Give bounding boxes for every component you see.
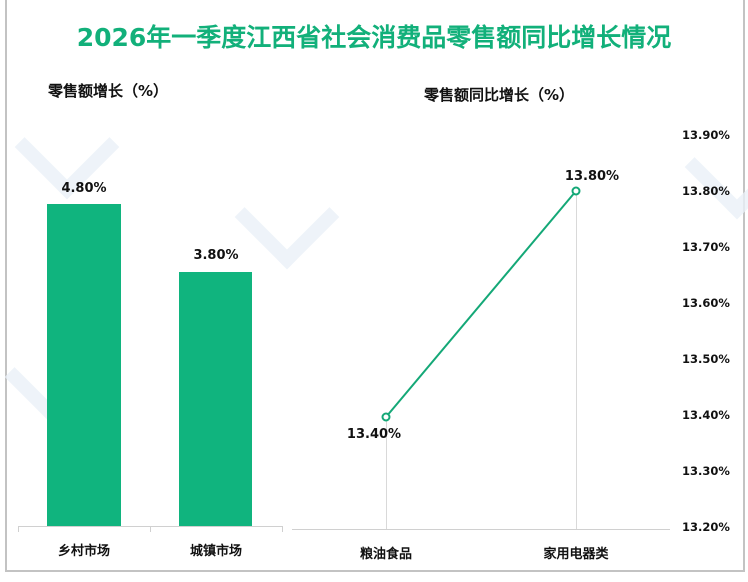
value-label-grain-oil: 13.40% bbox=[346, 427, 402, 442]
y-tick-13-90: 13.90% bbox=[682, 128, 730, 142]
y-tick-13-80: 13.80% bbox=[682, 184, 730, 198]
x-label-appliances: 家用电器类 bbox=[543, 547, 609, 562]
chart-frame bbox=[5, 0, 745, 572]
value-label-urban: 3.80% bbox=[193, 248, 239, 263]
x-label-urban-market: 城镇市场 bbox=[189, 544, 242, 559]
y-tick-13-20: 13.20% bbox=[682, 520, 730, 534]
right-chart-subtitle: 零售额同比增长（%） bbox=[424, 86, 575, 104]
y-tick-13-70: 13.70% bbox=[682, 240, 730, 254]
x-label-rural-market: 乡村市场 bbox=[57, 544, 110, 559]
y-tick-13-40: 13.40% bbox=[682, 408, 730, 422]
data-point-grain-oil[interactable] bbox=[381, 412, 391, 422]
value-label-rural: 4.80% bbox=[61, 181, 107, 196]
y-tick-13-50: 13.50% bbox=[682, 352, 730, 366]
x-label-grain-oil: 粮油食品 bbox=[359, 547, 412, 562]
chart-title: 2026年一季度江西省社会消费品零售额同比增长情况 bbox=[76, 23, 672, 52]
data-point-appliances[interactable] bbox=[571, 186, 581, 196]
y-tick-13-60: 13.60% bbox=[682, 296, 730, 310]
bar-rural-market[interactable] bbox=[47, 204, 121, 526]
series-line bbox=[385, 190, 577, 418]
y-tick-13-30: 13.30% bbox=[682, 464, 730, 478]
left-chart-subtitle: 零售额增长（%） bbox=[48, 82, 169, 100]
value-label-appliances: 13.80% bbox=[564, 169, 620, 184]
bar-urban-market[interactable] bbox=[179, 272, 252, 526]
